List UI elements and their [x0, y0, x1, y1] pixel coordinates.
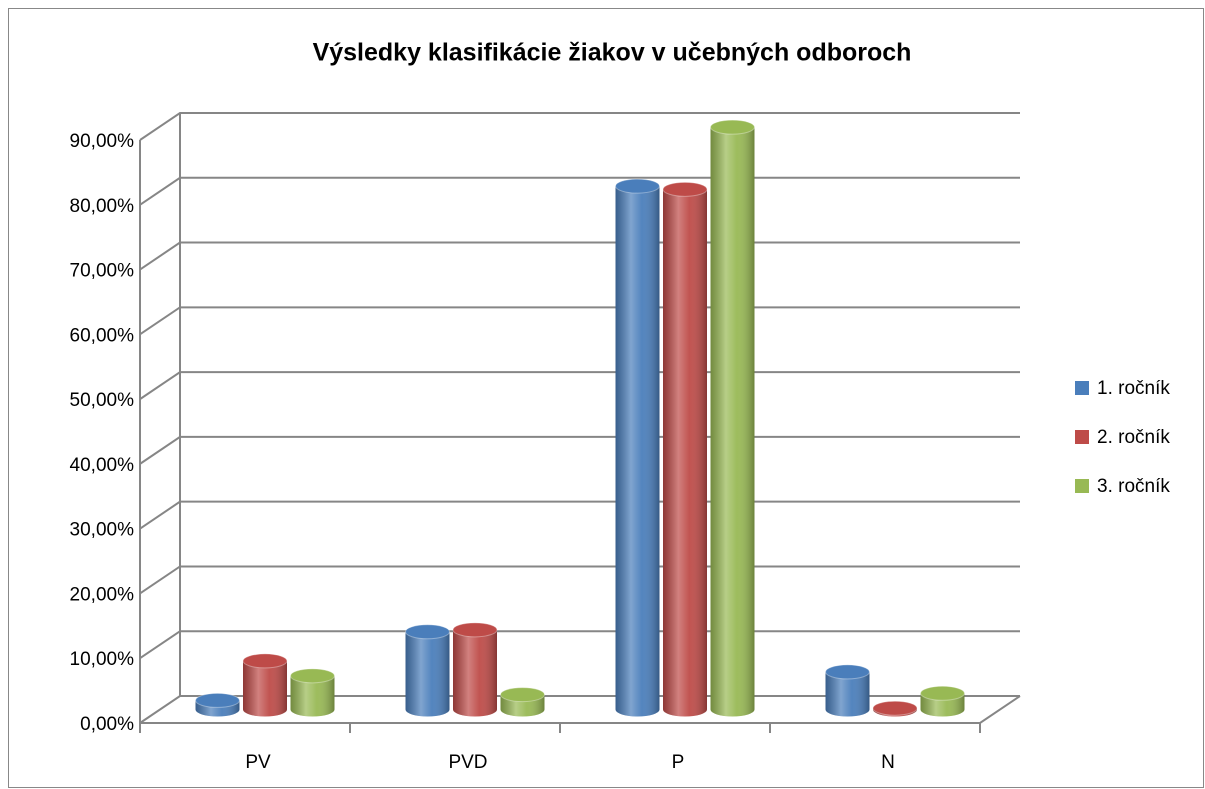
bar-top: [920, 685, 965, 701]
y-tick-label: 20,00%: [70, 584, 135, 605]
y-tick-label: 60,00%: [70, 325, 135, 346]
bar-top: [825, 664, 870, 680]
bar-top: [452, 622, 498, 638]
legend-swatch: [1075, 430, 1089, 444]
x-tick-label: P: [672, 752, 685, 773]
bar-shade: [710, 127, 755, 717]
x-tick-label: PV: [245, 752, 271, 773]
bar-top: [195, 692, 240, 708]
bar-top: [710, 119, 755, 135]
bar-shade: [615, 186, 660, 717]
bar-top: [872, 700, 918, 716]
bar-top: [242, 653, 288, 669]
grid-line: [139, 112, 1020, 141]
legend-label: 3. ročník: [1097, 476, 1170, 497]
bar-top: [290, 668, 335, 684]
y-tick-label: 70,00%: [70, 261, 135, 282]
bar-shade: [290, 675, 335, 717]
bar-top: [500, 687, 545, 703]
bar-shade: [453, 629, 497, 717]
y-tick-label: 50,00%: [70, 390, 135, 411]
bar-shade: [663, 189, 707, 717]
bar-shade: [825, 671, 870, 717]
legend-label: 1. ročník: [1097, 378, 1170, 399]
y-tick-label: 80,00%: [70, 196, 135, 217]
bar-shade: [243, 660, 287, 717]
chart-title: Výsledky klasifikácie žiakov v učebných …: [313, 39, 912, 67]
legend-swatch: [1075, 479, 1089, 493]
bar-top: [662, 181, 708, 197]
x-tick-label: PVD: [448, 752, 487, 773]
y-tick-label: 0,00%: [80, 714, 134, 735]
y-tick-label: 90,00%: [70, 131, 135, 152]
legend-swatch: [1075, 381, 1089, 395]
bar-shade: [405, 631, 450, 717]
bar-top: [615, 178, 660, 194]
y-tick-label: 10,00%: [70, 649, 135, 670]
chart-frame: [8, 8, 1204, 788]
x-tick-label: N: [881, 752, 895, 773]
legend-label: 2. ročník: [1097, 427, 1170, 448]
bar-top: [405, 624, 450, 640]
y-tick-label: 30,00%: [70, 520, 135, 541]
y-tick-label: 40,00%: [70, 455, 135, 476]
